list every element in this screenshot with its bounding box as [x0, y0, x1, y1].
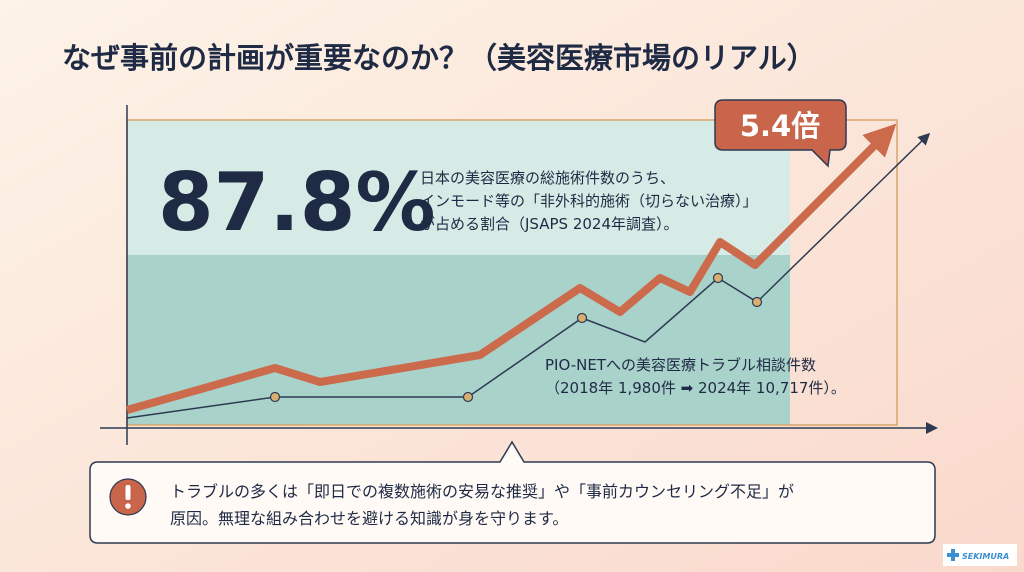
point — [462, 391, 474, 403]
panel-dark — [127, 255, 790, 425]
notice-text: トラブルの多くは「即日での複数施術の安易な推奨」や「事前カウンセリング不足」が — [170, 482, 794, 501]
logo-mark-part — [947, 553, 959, 557]
logo-mark — [947, 549, 959, 561]
point — [712, 272, 724, 284]
point — [269, 391, 281, 403]
logo-box — [943, 544, 1017, 566]
trouble-line — [126, 132, 931, 419]
stat-description: 日本の美容医療の総施術件数のうち、 — [420, 169, 675, 187]
title: なぜ事前の計画が重要なのか？（美容医療市場のリアル） — [62, 41, 816, 75]
pionet-label: （2018年 1,980件 ➡ 2024年 10,717件）。 — [545, 379, 846, 397]
panel-light — [127, 120, 790, 255]
trend-line — [125, 123, 897, 414]
warning-icon-dot — [125, 503, 131, 509]
logo-text: SEKIMURA — [962, 552, 1009, 561]
notice-text: 原因。無理な組み合わせを避ける知識が身を守ります。 — [170, 509, 568, 528]
notice-box — [89, 440, 936, 544]
pionet-label: PIO-NETへの美容医療トラブル相談件数 — [545, 356, 816, 374]
callout-text: 5.4倍 — [740, 109, 820, 143]
points — [269, 272, 763, 403]
stat-description: インモード等の「非外科的施術（切らない治療）」 — [420, 192, 758, 210]
point — [576, 312, 588, 324]
warning-icon-bar — [125, 485, 131, 500]
stat-value: 87.8% — [158, 156, 436, 249]
stat-description: が占める割合（JSAPS 2024年調査）。 — [420, 215, 679, 233]
point — [751, 296, 763, 308]
callout-bubble — [714, 99, 847, 168]
